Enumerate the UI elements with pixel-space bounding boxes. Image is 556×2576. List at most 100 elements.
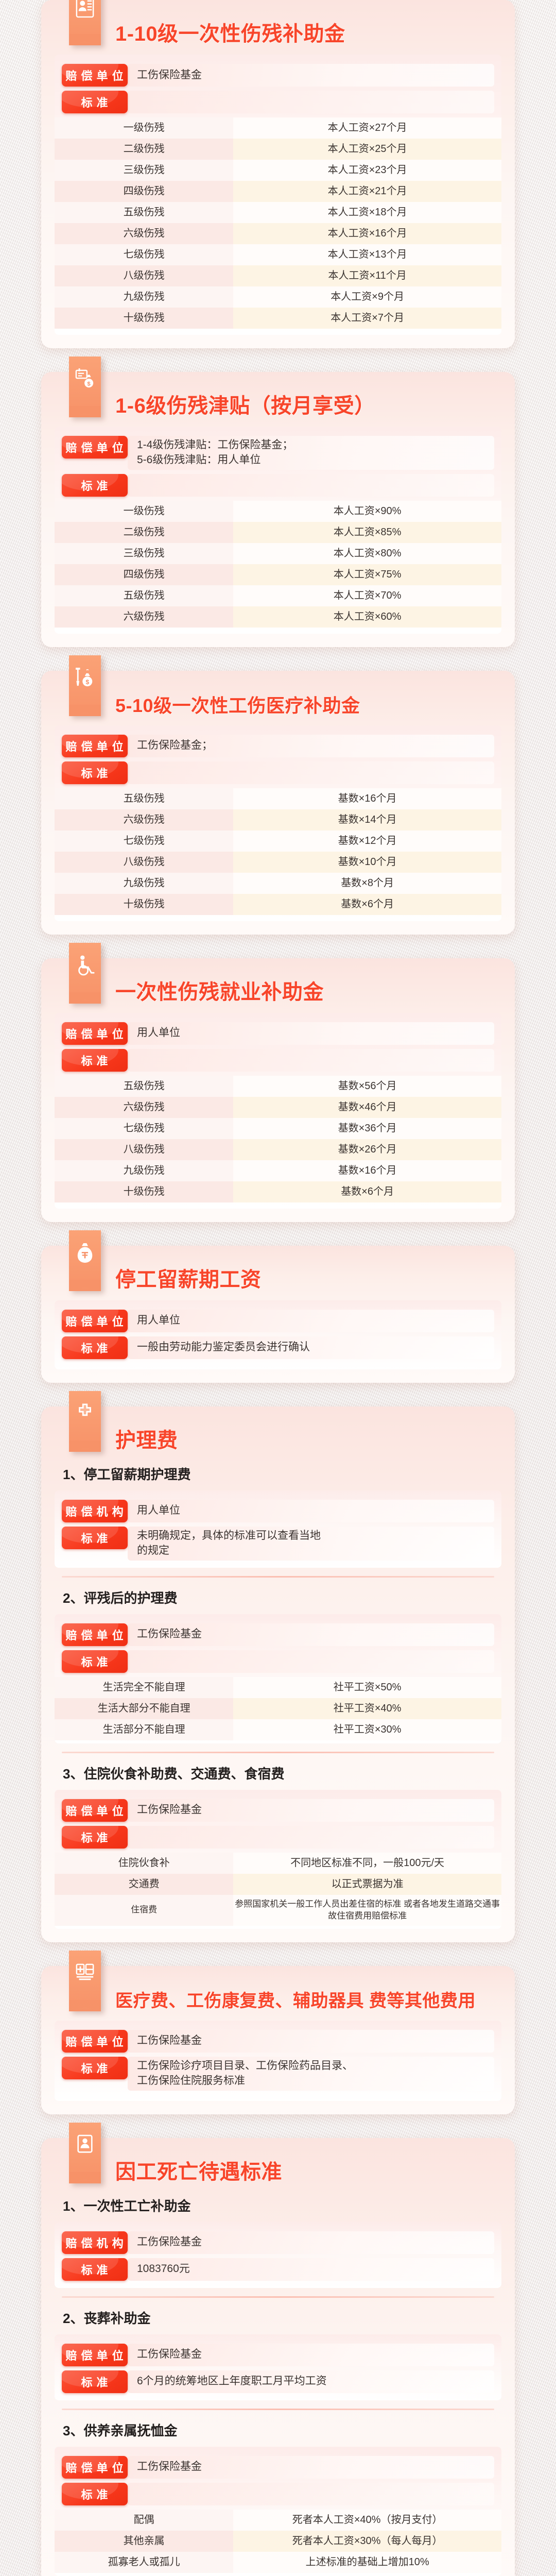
label-row: 标 准 [55,1048,501,1072]
row-amount: 本人工资×75% [233,564,501,585]
svg-text:$: $ [87,381,91,387]
row-grade: 六级伤残 [55,1096,234,1118]
label-row: 标 准未明确规定，具体的标准可以查看当地 的规定 [55,1526,501,1561]
benefit-card-medical-rehab-assistive-fees: 医疗费、工伤康复费、辅助器具 费等其他费用赔 偿 单 位工伤保险基金标 准工伤保… [41,1950,515,2114]
card-header: 医疗费、工伤康复费、辅助器具 费等其他费用 [55,1975,501,2013]
section-divider [62,1751,494,1753]
payer-value: 工伤保险基金 [128,2343,494,2366]
row-grade: 三级伤残 [55,543,234,564]
row-amount: 基数×10个月 [233,851,501,873]
table-row: 一级伤残 本人工资×27个月 [55,117,501,139]
pills-box-icon [75,1963,95,1992]
label-row: 赔 偿 单 位工伤保险基金； [55,734,501,757]
sub-section-heading: 2、评残后的护理费 [63,1590,178,1606]
standards-table: 一级伤残 本人工资×27个月 二级伤残 本人工资×25个月 三级伤残 本人工资×23个月四… [55,117,501,329]
standard-value: 工伤保险诊疗项目目录、工伤保险药品目录、 工伤保险住院服务标准 [128,2056,494,2091]
row-amount: 本人工资×70% [233,585,501,606]
payer-value: 工伤保险基金 [128,2029,494,2053]
row-grade: 生活部分不能自理 [55,1719,234,1740]
table-row: 六级伤残 基数×46个月 [55,1096,501,1118]
section-divider [62,1575,494,1578]
row-grade: 四级伤残 [55,181,234,202]
standard-tag: 标 准 [62,2056,128,2079]
standard-tag: 标 准 [62,1048,128,1072]
payer-value: 工伤保险基金 [128,2231,494,2254]
card-ribbon [69,1950,101,2011]
section-divider [62,2296,494,2298]
standards-table: 配偶 死者本人工资×40%（按月支付） 其他亲属 死者本人工资×30%（每人每月） 孤寡… [55,2509,501,2573]
standard-value [128,761,494,784]
label-row: 赔 偿 单 位用人单位 [55,1022,501,1045]
row-grade: 七级伤残 [55,244,234,265]
standard-value: 6个月的统筹地区上年度职工月平均工资 [128,2370,494,2393]
table-row: 六级伤残 本人工资×16个月 [55,223,501,244]
standard-tag: 标 准 [62,2482,128,2505]
crutch-money-icon: $ [75,667,95,697]
standard-tag: 标 准 [62,1526,128,1549]
card-title: 5-10级一次性工伤医疗补助金 [115,694,360,716]
payer-tag: 赔 偿 单 位 [62,436,128,459]
card-title: 护理费 [115,1429,178,1452]
row-grade: 孤寡老人或孤儿 [55,2551,234,2573]
standard-value [128,1825,494,1849]
row-amount: 社平工资×50% [233,1676,501,1698]
card-title: 停工留薪期工资 [115,1268,262,1291]
row-amount: 上述标准的基础上增加10% [233,2551,501,2573]
standard-tag: 标 准 [62,473,128,497]
label-row: 赔 偿 单 位工伤保险基金 [55,64,501,87]
label-row: 标 准 [55,473,501,497]
row-grade: 交通费 [55,1873,234,1895]
payer-value: 用人单位 [128,1022,494,1045]
label-row: 赔 偿 单 位工伤保险基金 [55,2343,501,2366]
payer-tag: 赔 偿 单 位 [62,1799,128,1822]
card-ribbon [69,2122,101,2183]
payer-tag: 赔 偿 单 位 [62,1309,128,1332]
row-amount: 本人工资×25个月 [233,139,501,160]
table-row: 九级伤残 基数×8个月 [55,872,501,894]
row-grade: 十级伤残 [55,308,234,329]
table-row: 八级伤残 基数×10个月 [55,851,501,873]
standard-value [128,91,494,113]
card-ribbon [69,942,101,1004]
card-title: 一次性伤残就业补助金 [115,980,324,1004]
label-row: 赔 偿 单 位工伤保险基金 [55,1623,501,1646]
payer-value: 工伤保险基金； [128,734,494,757]
table-row: 九级伤残 基数×16个月 [55,1160,501,1181]
row-grade: 八级伤残 [55,851,234,873]
standards-table: 生活完全不能自理 社平工资×50% 生活大部分不能自理 社平工资×40% 生活部分不能自… [55,1676,501,1740]
benefit-card-onetime-medical-subsidy: $5-10级一次性工伤医疗补助金赔 偿 单 位工伤保险基金；标 准五级伤残 基数×… [41,655,515,935]
standard-tag: 标 准 [62,2370,128,2393]
table-row: 五级伤残 基数×56个月 [55,1075,501,1097]
standards-table: 一级伤残 本人工资×90% 二级伤残 本人工资×85% 三级伤残 本人工资×80% 四级伤残… [55,500,501,628]
table-row: 生活部分不能自理 社平工资×30% [55,1719,501,1740]
table-row: 五级伤残 基数×16个月 [55,788,501,809]
card-title: 医疗费、工伤康复费、辅助器具 费等其他费用 [115,1991,476,2011]
row-amount: 死者本人工资×40%（按月支付） [233,2509,501,2531]
benefit-card-nursing-fee: 护理费 1、停工留薪期护理费赔 偿 机 构用人单位标 准未明确规定，具体的标准可以… [41,1391,515,1942]
row-grade: 生活完全不能自理 [55,1676,234,1698]
id-card-icon [75,0,95,26]
row-amount: 本人工资×18个月 [233,202,501,223]
table-row: 七级伤残 本人工资×13个月 [55,244,501,265]
table-row: 六级伤残 基数×14个月 [55,809,501,831]
row-amount: 本人工资×90% [233,500,501,522]
row-amount: 基数×12个月 [233,830,501,852]
row-grade: 十级伤残 [55,1181,234,1202]
svg-text:$: $ [85,679,89,686]
row-grade: 一级伤残 [55,500,234,522]
label-row: 赔 偿 单 位工伤保险基金 [55,2029,501,2053]
card-header: 护理费 [55,1416,501,1454]
payer-tag: 赔 偿 单 位 [62,734,128,757]
standard-value [128,2482,494,2505]
row-grade: 十级伤残 [55,893,234,915]
row-amount: 本人工资×11个月 [233,265,501,286]
sub-section-body: 赔 偿 机 构工伤保险基金标 准 1083760元 [55,2222,501,2288]
standard-value [128,1650,494,1673]
card-header: 1-10级一次性伤残补助金 [55,9,501,47]
card-body: 赔 偿 单 位工伤保险基金标 准工伤保险诊疗项目目录、工伤保险药品目录、 工伤保… [55,2020,501,2101]
row-amount: 本人工资×13个月 [233,244,501,265]
medical-cross-icon [75,1403,95,1433]
table-row: 住宿费 参照国家机关一般工作人员出差住宿的标准 或者各地发生道路交通事故住宿费用赔… [55,1894,501,1926]
payer-tag: 赔 偿 机 构 [62,2231,128,2254]
sub-section-body: 赔 偿 机 构用人单位标 准未明确规定，具体的标准可以查看当地 的规定 [55,1490,501,1568]
